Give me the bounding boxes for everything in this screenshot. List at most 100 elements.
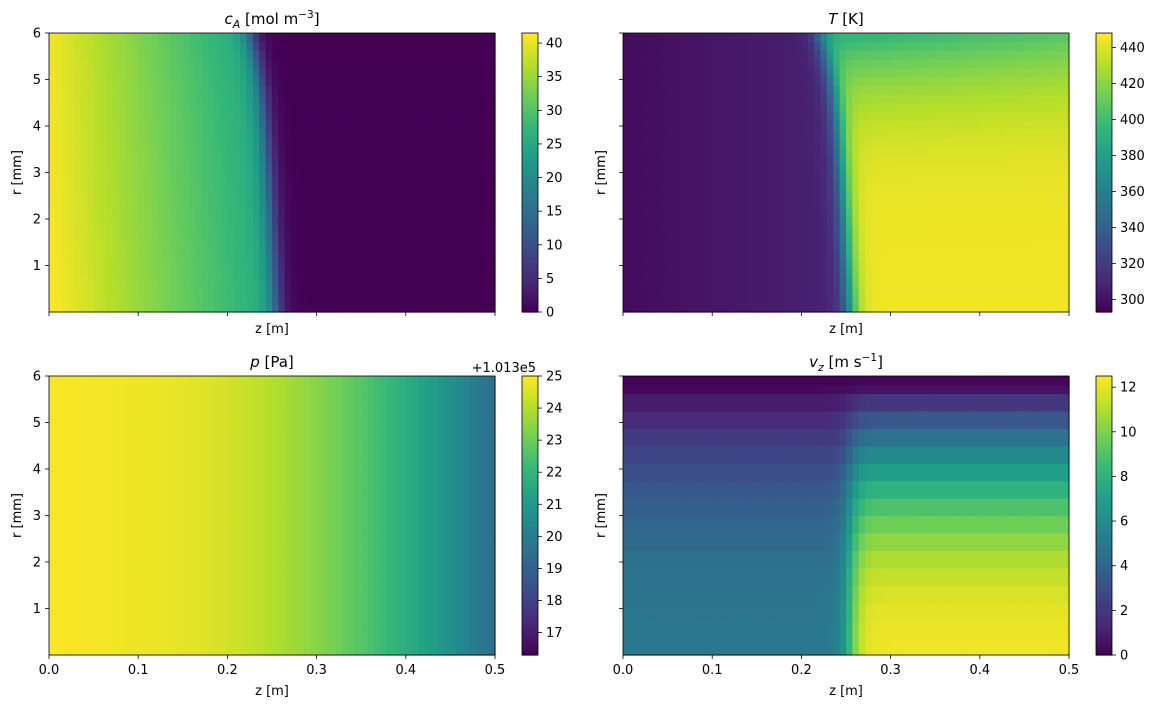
heatmap-cell bbox=[826, 155, 834, 165]
heatmap-cell bbox=[916, 268, 924, 278]
heatmap-cell bbox=[49, 376, 56, 386]
heatmap-cell bbox=[348, 277, 356, 287]
heatmap-cell bbox=[642, 120, 650, 130]
heatmap-cell bbox=[661, 233, 669, 243]
heatmap-cell bbox=[240, 224, 248, 235]
heatmap-cell bbox=[642, 41, 650, 52]
heatmap-cell bbox=[826, 242, 834, 252]
heatmap-cell bbox=[1062, 137, 1070, 147]
heatmap-cell bbox=[718, 285, 726, 296]
heatmap-cell bbox=[182, 50, 190, 60]
heatmap-cell bbox=[712, 137, 720, 147]
heatmap-cell bbox=[846, 303, 853, 313]
heatmap-cell bbox=[240, 268, 248, 278]
heatmap-cell bbox=[170, 85, 178, 95]
heatmap-cell bbox=[278, 67, 286, 78]
heatmap-cell bbox=[928, 259, 936, 270]
heatmap-cell bbox=[648, 285, 656, 296]
heatmap-cell bbox=[297, 120, 305, 130]
heatmap-cell bbox=[431, 33, 439, 43]
heatmap-cell bbox=[444, 94, 451, 104]
heatmap-cell bbox=[1018, 189, 1025, 200]
heatmap-cell bbox=[195, 207, 203, 217]
heatmap-cell bbox=[1062, 189, 1070, 200]
heatmap-cell bbox=[795, 172, 802, 182]
heatmap-cell bbox=[973, 303, 981, 313]
heatmap-cell bbox=[93, 303, 101, 313]
heatmap-cell bbox=[928, 181, 936, 191]
heatmap-cell bbox=[284, 59, 292, 69]
heatmap-cell bbox=[680, 294, 688, 304]
heatmap-cell bbox=[788, 250, 796, 261]
heatmap-cell bbox=[909, 285, 917, 296]
heatmap-cell bbox=[673, 277, 681, 287]
colorbar-step bbox=[522, 188, 538, 192]
heatmap-cell bbox=[884, 41, 892, 52]
heatmap-cell bbox=[871, 85, 879, 95]
heatmap-cell bbox=[469, 146, 477, 156]
heatmap-cell bbox=[865, 259, 873, 270]
heatmap-cell bbox=[272, 189, 279, 200]
heatmap-cell bbox=[986, 259, 994, 270]
heatmap-cell bbox=[138, 94, 146, 104]
heatmap-cell bbox=[61, 294, 69, 304]
heatmap-cell bbox=[642, 303, 650, 313]
heatmap-cell bbox=[246, 294, 254, 304]
heatmap-cell bbox=[157, 59, 165, 69]
heatmap-cell bbox=[648, 41, 656, 52]
heatmap-cell bbox=[463, 163, 471, 174]
heatmap-cell bbox=[1005, 85, 1013, 95]
heatmap-cell bbox=[769, 268, 777, 278]
heatmap-cell bbox=[49, 242, 56, 252]
colorbar-step bbox=[1096, 214, 1112, 218]
heatmap-cell bbox=[820, 120, 828, 130]
heatmap-cell bbox=[61, 111, 69, 121]
heatmap-cell bbox=[718, 163, 726, 174]
heatmap-cell bbox=[424, 242, 432, 252]
heatmap-cell bbox=[119, 172, 127, 182]
heatmap-cell bbox=[877, 216, 885, 226]
heatmap-cell bbox=[265, 181, 273, 191]
heatmap-cell bbox=[303, 294, 311, 304]
heatmap-cell bbox=[361, 59, 369, 69]
heatmap-cell bbox=[1030, 233, 1038, 243]
heatmap-cell bbox=[272, 33, 279, 43]
heatmap-cell bbox=[55, 41, 63, 52]
heatmap-cell bbox=[74, 76, 82, 86]
heatmap-cell bbox=[373, 268, 381, 278]
heatmap-cell bbox=[367, 268, 375, 278]
heatmap-cell bbox=[49, 646, 56, 656]
heatmap-cell bbox=[456, 41, 464, 52]
heatmap-cell bbox=[947, 181, 955, 191]
heatmap-cell bbox=[189, 189, 197, 200]
heatmap-cell bbox=[1018, 242, 1025, 252]
heatmap-cell bbox=[227, 67, 235, 78]
colorbar-step bbox=[522, 44, 538, 48]
heatmap-cell bbox=[214, 33, 222, 43]
heatmap-cell bbox=[884, 207, 892, 217]
heatmap-cell bbox=[170, 67, 178, 78]
heatmap-cell bbox=[807, 250, 815, 261]
heatmap-cell bbox=[979, 277, 987, 287]
heatmap-cell bbox=[763, 41, 771, 52]
heatmap-cell bbox=[756, 50, 764, 60]
heatmap-cell bbox=[890, 102, 898, 113]
heatmap-cell bbox=[795, 233, 802, 243]
heatmap-cell bbox=[1011, 41, 1019, 52]
subplot-title: T [K] bbox=[828, 10, 863, 28]
heatmap-cell bbox=[998, 163, 1006, 174]
heatmap-cell bbox=[297, 41, 305, 52]
colorbar-step bbox=[522, 142, 538, 146]
heatmap-cell bbox=[693, 76, 701, 86]
heatmap-cell bbox=[131, 155, 139, 165]
heatmap-cell bbox=[673, 250, 681, 261]
heatmap-cell bbox=[884, 303, 892, 313]
heatmap-cell bbox=[450, 76, 458, 86]
heatmap-cell bbox=[367, 277, 375, 287]
heatmap-cell bbox=[163, 33, 171, 43]
colorbar-step bbox=[1096, 219, 1112, 222]
heatmap-cell bbox=[820, 76, 828, 86]
heatmap-cell bbox=[712, 59, 720, 69]
heatmap-cell bbox=[724, 76, 732, 86]
heatmap-cell bbox=[246, 207, 254, 217]
